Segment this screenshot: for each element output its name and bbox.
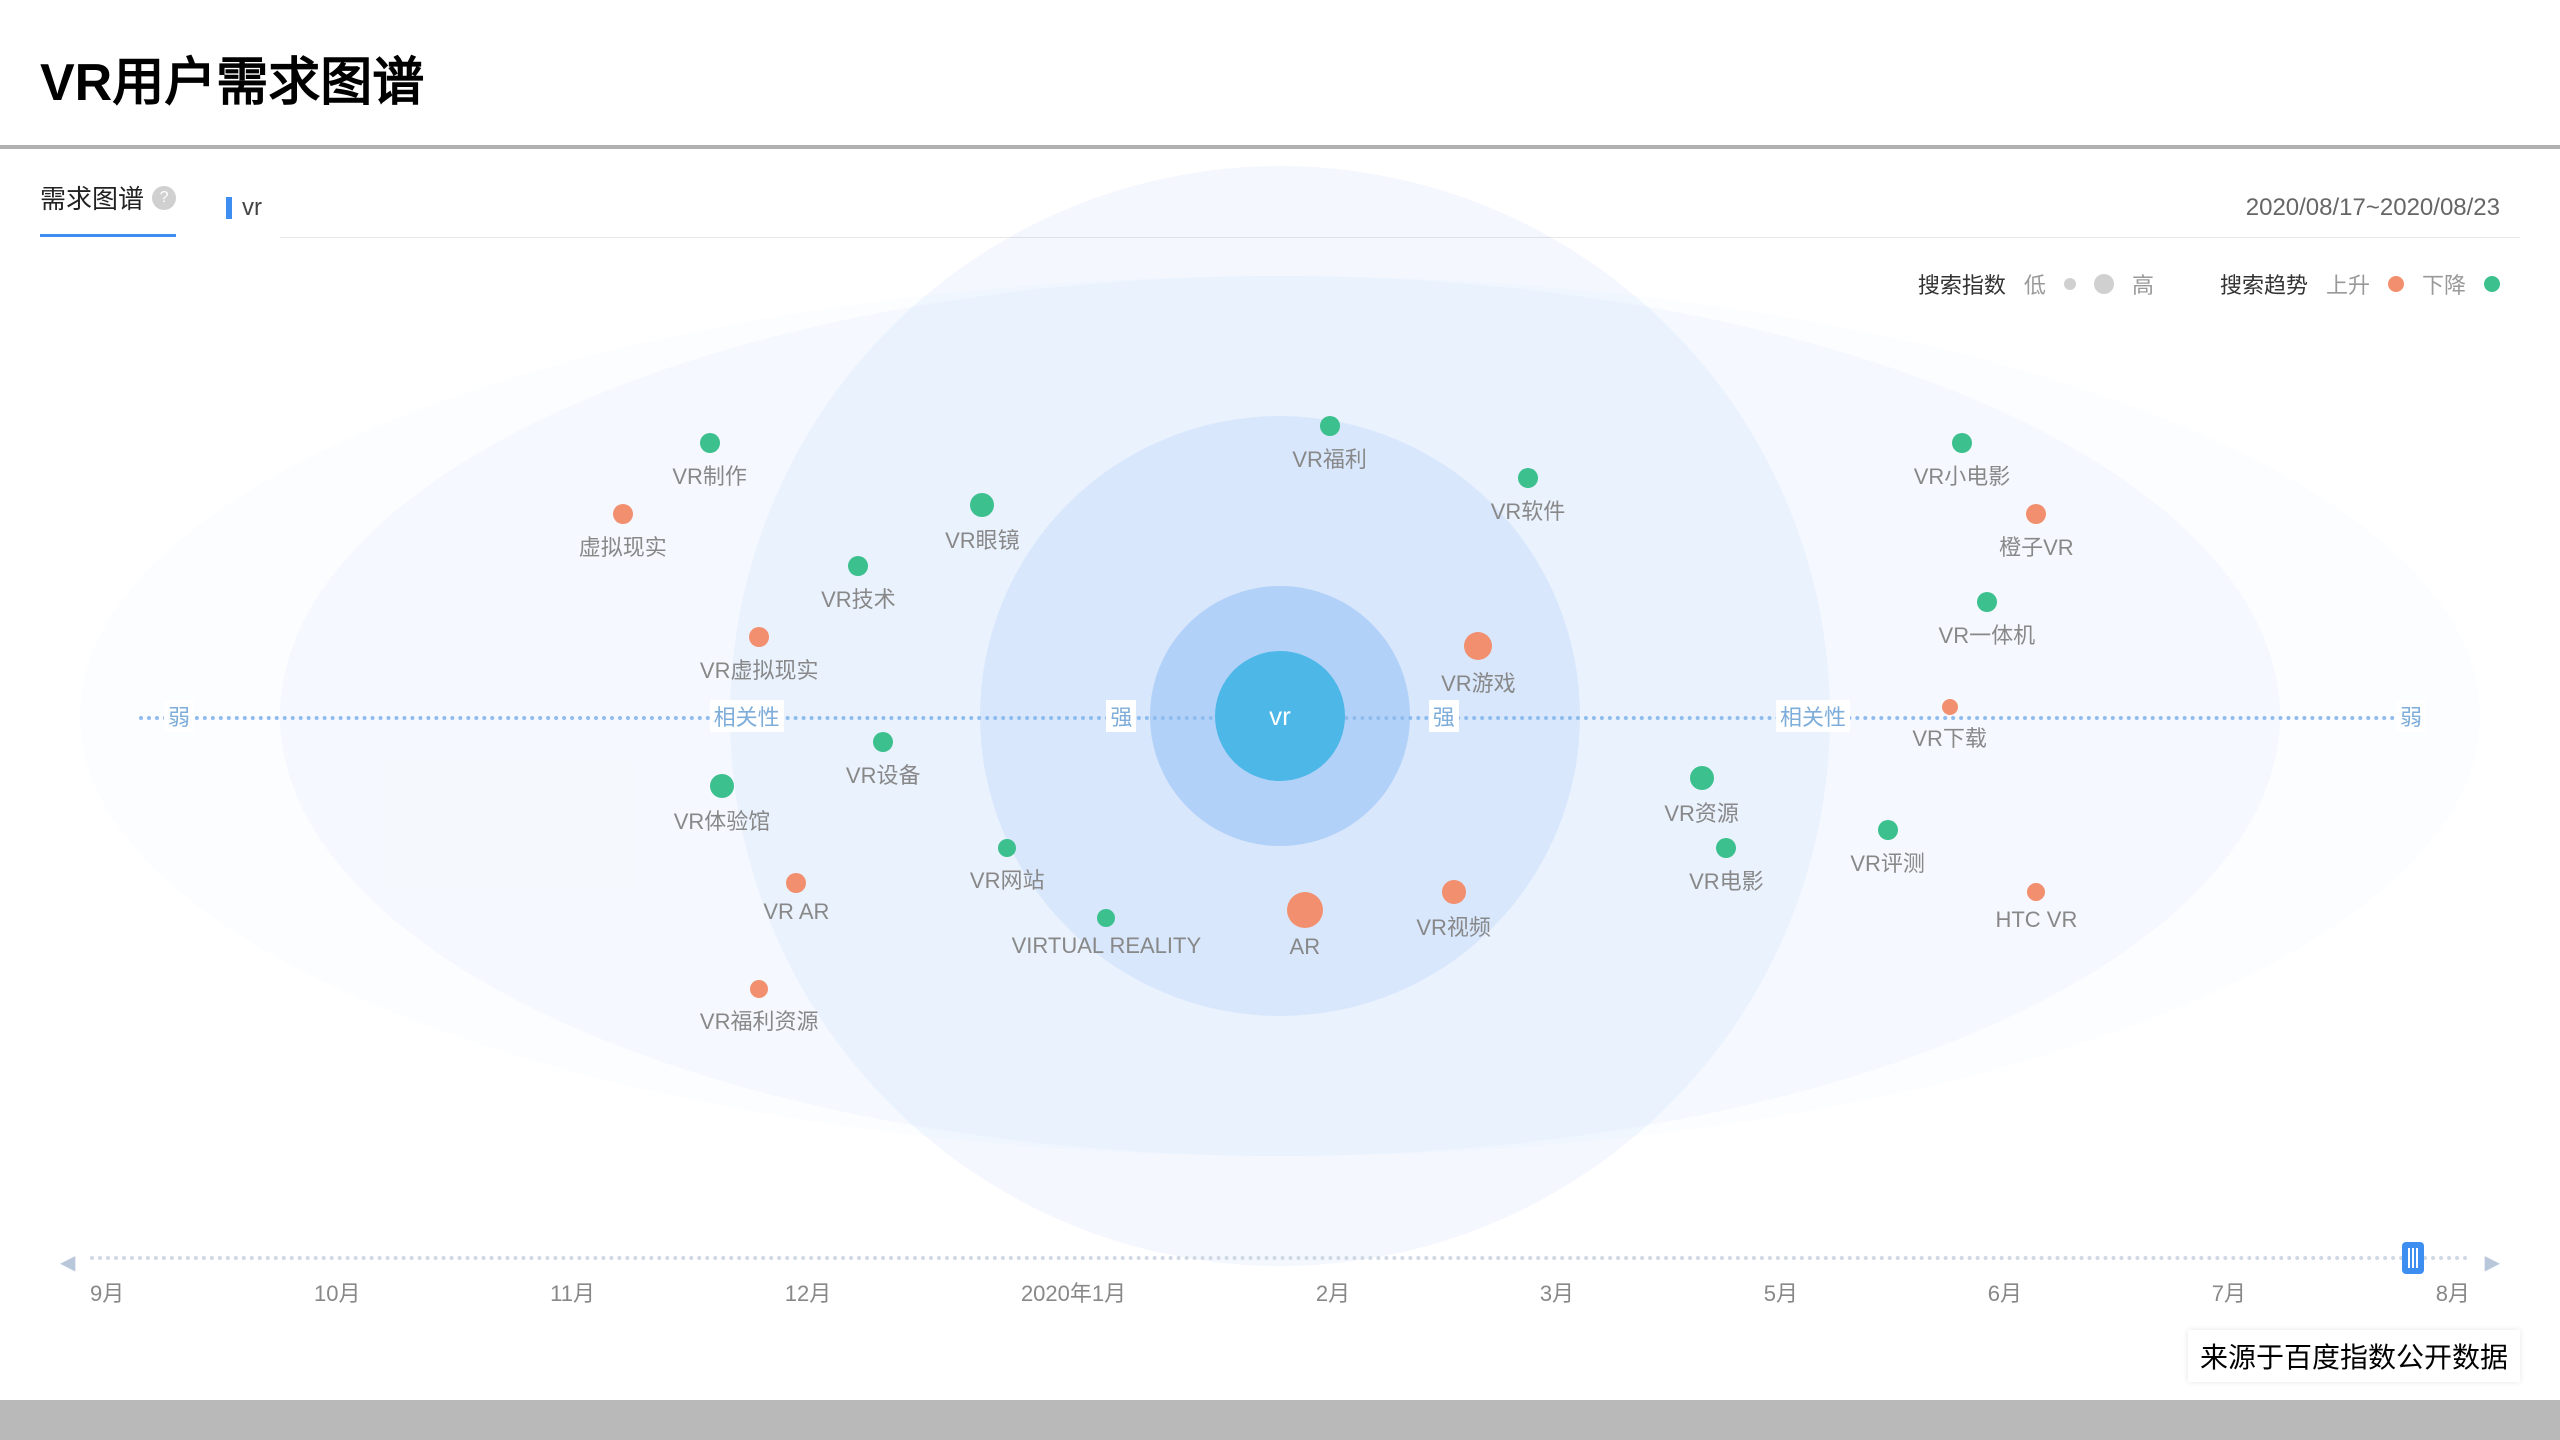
- bubble-node[interactable]: [2027, 883, 2045, 901]
- timeline-month-label: 2020年1月: [1021, 1276, 1126, 1308]
- bubble-label: AR: [1290, 934, 1321, 960]
- legend-dot-up-icon: [2388, 276, 2404, 292]
- legend-low: 低: [2024, 268, 2046, 300]
- legend-dot-down-icon: [2484, 276, 2500, 292]
- bubble-node[interactable]: [1464, 632, 1492, 660]
- bubble-node[interactable]: [1878, 820, 1898, 840]
- bubble-label: VR制作: [672, 459, 747, 491]
- timeline-month-label: 9月: [90, 1276, 124, 1308]
- bubble-node[interactable]: [750, 980, 768, 998]
- bubble-node[interactable]: [1942, 699, 1958, 715]
- bubble-label: VR网站: [970, 863, 1045, 895]
- page-header: VR用户需求图谱: [0, 0, 2560, 145]
- bubble-label: VR体验馆: [674, 804, 771, 836]
- bubble-node[interactable]: [1320, 416, 1340, 436]
- bubble-node[interactable]: [848, 556, 868, 576]
- keyword-color-bar: [226, 197, 232, 219]
- timeline-handle[interactable]: [2402, 1242, 2424, 1274]
- bubble-label: VR AR: [763, 899, 829, 925]
- bubble-label: VR小电影: [1914, 459, 2011, 491]
- legend-dot-small-icon: [2064, 278, 2076, 290]
- bubble-node[interactable]: [749, 627, 769, 647]
- timeline-labels: 9月 10月 11月 12月 2020年1月 2月 3月 5月 6月 7月 8月: [90, 1276, 2470, 1308]
- bubble-label: VIRTUAL REALITY: [1012, 933, 1202, 959]
- bubble-node[interactable]: [1716, 838, 1736, 858]
- subheader: 需求图谱 ? vr 2020/08/17~2020/08/23: [0, 149, 2560, 237]
- bubble-label: VR虚拟现实: [700, 653, 819, 685]
- subheader-left: 需求图谱 ? vr: [40, 179, 262, 237]
- axis-label: 弱: [2396, 700, 2426, 732]
- legend-row: 搜索指数 低 高 搜索趋势 上升 下降: [0, 238, 2560, 300]
- date-range: 2020/08/17~2020/08/23: [2246, 194, 2500, 222]
- help-icon[interactable]: ?: [152, 186, 176, 210]
- bubble-label: VR技术: [821, 582, 896, 614]
- axis-label: 相关性: [1776, 700, 1850, 732]
- bubble-node[interactable]: [1977, 592, 1997, 612]
- bubble-node[interactable]: [1442, 880, 1466, 904]
- timeline-next-icon[interactable]: ▶: [2485, 1250, 2500, 1275]
- bubble-node[interactable]: [1097, 909, 1115, 927]
- bubble-label: VR设备: [846, 758, 921, 790]
- bubble-chart: vr VR福利 VR软件 VR游戏 VR视频 AR VIRTUAL REALITY VR网站…: [40, 320, 2520, 1200]
- legend-search-trend-label: 搜索趋势: [2220, 268, 2308, 300]
- tab-label: 需求图谱: [40, 179, 144, 216]
- bubble-node[interactable]: [1690, 766, 1714, 790]
- tab-demand-graph[interactable]: 需求图谱 ?: [40, 179, 176, 237]
- timeline-month-label: 10月: [314, 1276, 360, 1308]
- timeline-month-label: 12月: [785, 1276, 831, 1308]
- legend-up: 上升: [2326, 268, 2370, 300]
- timeline-month-label: 7月: [2212, 1276, 2246, 1308]
- bubble-label: VR下载: [1912, 721, 1987, 753]
- bubble-node[interactable]: [786, 873, 806, 893]
- timeline-month-label: 5月: [1764, 1276, 1798, 1308]
- legend-down: 下降: [2422, 268, 2466, 300]
- bubble-label: VR资源: [1664, 796, 1739, 828]
- page-title: VR用户需求图谱: [40, 40, 2520, 115]
- bubble-node[interactable]: [1952, 433, 1972, 453]
- data-source-badge: 来源于百度指数公开数据: [2188, 1330, 2520, 1382]
- bubble-node[interactable]: [2026, 504, 2046, 524]
- bubble-label: VR眼镜: [945, 523, 1020, 555]
- bubble-label: VR福利资源: [700, 1004, 819, 1036]
- bubble-node[interactable]: [613, 504, 633, 524]
- axis-label: 弱: [164, 700, 194, 732]
- bubble-label: VR电影: [1689, 864, 1764, 896]
- axis-label: 强: [1106, 700, 1136, 732]
- bubble-label: VR一体机: [1939, 618, 2036, 650]
- legend-dot-large-icon: [2094, 274, 2114, 294]
- bubble-node[interactable]: [1287, 892, 1323, 928]
- bubble-label: VR软件: [1491, 494, 1566, 526]
- timeline-prev-icon[interactable]: ◀: [60, 1250, 75, 1275]
- center-node[interactable]: vr: [1215, 651, 1345, 781]
- bubble-label: 虚拟现实: [579, 530, 667, 562]
- bubble-label: VR视频: [1416, 910, 1491, 942]
- footer-bar: [0, 1400, 2560, 1440]
- timeline-track: [90, 1256, 2470, 1260]
- timeline-month-label: 11月: [550, 1276, 595, 1308]
- timeline-month-label: 6月: [1988, 1276, 2022, 1308]
- axis-label: 相关性: [710, 700, 784, 732]
- bubble-label: VR福利: [1292, 442, 1367, 474]
- timeline-month-label: 3月: [1540, 1276, 1574, 1308]
- bubble-node[interactable]: [970, 493, 994, 517]
- timeline-slider[interactable]: ◀ ▶ 9月10月11月12月2020年1月2月3月5月6月7月8月: [60, 1240, 2500, 1300]
- bubble-node[interactable]: [1518, 468, 1538, 488]
- timeline-month-label: 2月: [1316, 1276, 1350, 1308]
- bubble-label: HTC VR: [1995, 907, 2077, 933]
- bubble-node[interactable]: [710, 774, 734, 798]
- bubble-label: VR评测: [1850, 846, 1925, 878]
- bubble-label: 橙子VR: [1999, 530, 2074, 562]
- axis-label: 强: [1429, 700, 1459, 732]
- timeline-month-label: 8月: [2436, 1276, 2470, 1308]
- bubble-node[interactable]: [873, 732, 893, 752]
- bubble-node[interactable]: [998, 839, 1016, 857]
- legend-search-index-label: 搜索指数: [1918, 268, 2006, 300]
- legend-high: 高: [2132, 268, 2154, 300]
- keyword-text: vr: [242, 194, 262, 222]
- bubble-node[interactable]: [700, 433, 720, 453]
- bubble-label: VR游戏: [1441, 666, 1516, 698]
- keyword-tag: vr: [226, 194, 262, 222]
